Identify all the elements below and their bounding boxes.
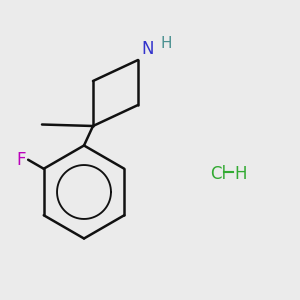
Text: H: H bbox=[160, 36, 172, 51]
Text: Cl: Cl bbox=[210, 165, 226, 183]
Text: F: F bbox=[16, 151, 26, 169]
Text: H: H bbox=[235, 165, 247, 183]
Text: N: N bbox=[142, 40, 154, 58]
